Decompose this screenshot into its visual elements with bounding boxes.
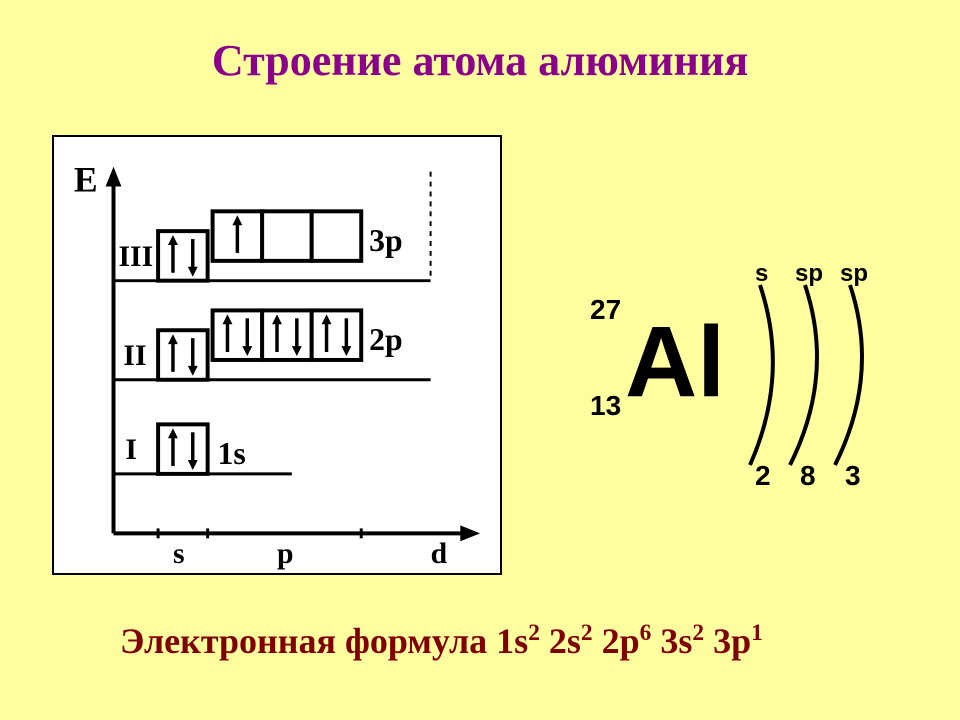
formula-term-3: 2p6 <box>602 621 652 661</box>
orbital-2s <box>158 330 208 380</box>
orbital-2p-1 <box>213 310 263 360</box>
shell-arcs <box>735 275 915 475</box>
x-label-s: s <box>173 538 185 570</box>
shell-count-1: 2 <box>755 460 771 492</box>
orbital-3s <box>158 231 208 281</box>
orbital-1s <box>158 424 208 474</box>
label-1s: 1s <box>218 436 246 471</box>
orbital-3p-2 <box>262 211 312 261</box>
page-title: Строение атома алюминия <box>0 0 960 86</box>
x-label-p: p <box>277 538 294 570</box>
orbital-2p-2 <box>262 310 312 360</box>
orbital-3p-3 <box>312 211 362 261</box>
y-axis-label: E <box>74 160 98 200</box>
formula-term-1: 1s2 <box>496 621 540 661</box>
level-2-roman: II <box>123 340 146 372</box>
level-1-roman: I <box>125 434 137 466</box>
formula-term-4: 3s2 <box>660 621 704 661</box>
element-symbol: Al <box>625 305 725 420</box>
orbital-2p-3 <box>312 310 362 360</box>
shell-count-3: 3 <box>845 460 861 492</box>
formula-term-5: 3p1 <box>713 621 763 661</box>
label-3p: 3p <box>369 223 402 258</box>
level-3-roman: III <box>118 241 153 273</box>
formula-prefix: Электронная формула <box>120 621 487 661</box>
mass-number: 27 <box>590 294 621 326</box>
shell-count-2: 8 <box>800 460 816 492</box>
energy-diagram: E I 1s II <box>52 135 502 575</box>
atomic-number: 13 <box>590 390 621 422</box>
formula-term-2: 2s2 <box>549 621 593 661</box>
electron-formula: Электронная формула 1s2 2s2 2p6 3s2 3p1 <box>120 620 763 662</box>
x-label-d: d <box>431 538 448 570</box>
label-2p: 2p <box>369 322 402 357</box>
element-panel: 27 13 Al s sp sp 2 8 3 <box>560 260 920 520</box>
